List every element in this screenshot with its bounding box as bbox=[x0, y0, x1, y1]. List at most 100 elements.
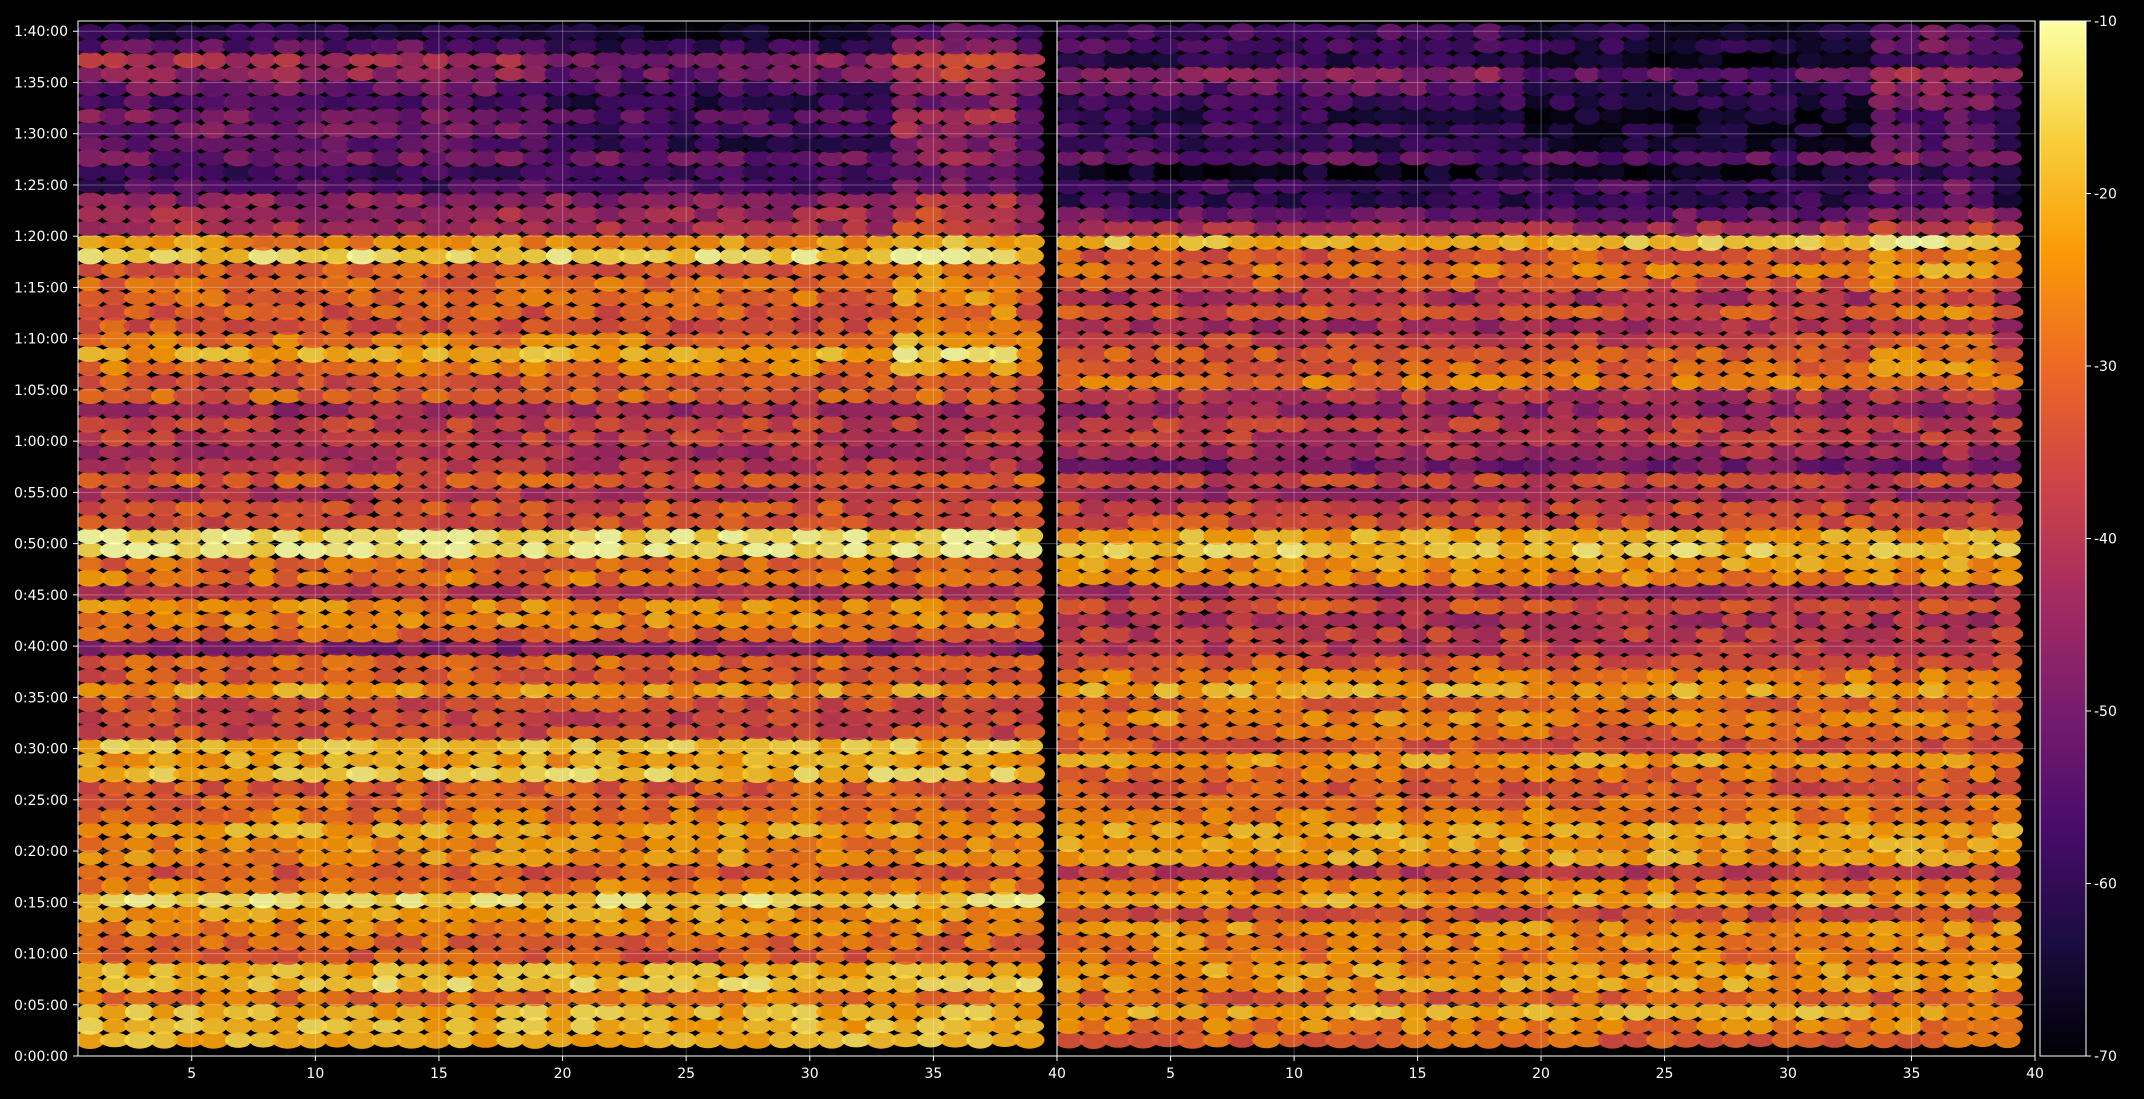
heatmap-cell bbox=[668, 851, 698, 865]
heatmap-cell bbox=[174, 837, 203, 851]
heatmap-cell bbox=[1377, 361, 1403, 376]
heatmap-cell bbox=[916, 739, 945, 753]
heatmap-cell bbox=[1992, 654, 2022, 671]
heatmap-cell bbox=[918, 150, 944, 166]
heatmap-cell bbox=[694, 963, 722, 978]
heatmap-cell bbox=[1278, 444, 1304, 460]
heatmap-cell bbox=[1846, 654, 1872, 671]
heatmap-cell bbox=[1426, 599, 1452, 614]
heatmap-cell bbox=[1722, 752, 1751, 768]
heatmap-cell bbox=[445, 653, 476, 671]
heatmap-cell bbox=[1745, 837, 1777, 851]
heatmap-cell bbox=[1550, 501, 1576, 515]
heatmap-cell bbox=[248, 1004, 279, 1021]
heatmap-cell bbox=[496, 639, 525, 657]
heatmap-cell bbox=[149, 23, 179, 40]
heatmap-cell bbox=[1945, 947, 1972, 965]
heatmap-cell bbox=[348, 1019, 377, 1034]
heatmap-cell bbox=[668, 949, 698, 963]
heatmap-cell bbox=[1920, 977, 1947, 992]
heatmap-cell bbox=[545, 360, 574, 376]
heatmap-cell bbox=[447, 626, 474, 642]
heatmap-cell bbox=[595, 165, 624, 179]
heatmap-cell bbox=[670, 276, 696, 292]
heatmap-cell bbox=[1969, 599, 1997, 613]
heatmap-cell bbox=[1969, 724, 1997, 741]
heatmap-cell bbox=[545, 696, 574, 713]
heatmap-cell bbox=[1375, 737, 1405, 754]
heatmap-cell bbox=[645, 333, 672, 347]
heatmap-cell bbox=[1722, 669, 1751, 684]
heatmap-cell bbox=[1014, 809, 1045, 823]
heatmap-cell bbox=[151, 696, 177, 712]
heatmap-cell bbox=[1500, 431, 1527, 445]
heatmap-cell bbox=[842, 598, 870, 613]
heatmap-cell bbox=[1179, 514, 1205, 530]
heatmap-cell bbox=[915, 500, 947, 516]
heatmap-cell bbox=[422, 164, 450, 181]
heatmap-cell bbox=[519, 121, 551, 138]
heatmap-cell bbox=[742, 445, 774, 459]
heatmap-cell bbox=[445, 122, 476, 138]
heatmap-cell bbox=[1772, 990, 1798, 1007]
heatmap-cell bbox=[249, 1019, 277, 1034]
heatmap-cell bbox=[645, 919, 673, 937]
heatmap-cell bbox=[497, 1032, 525, 1048]
heatmap-cell bbox=[224, 571, 253, 585]
heatmap-cell bbox=[593, 51, 625, 68]
heatmap-cell bbox=[372, 695, 401, 712]
heatmap-cell bbox=[1796, 319, 1824, 333]
heatmap-cell bbox=[274, 907, 301, 921]
heatmap-cell bbox=[1129, 921, 1157, 935]
heatmap-cell bbox=[841, 724, 872, 740]
heatmap-cell bbox=[744, 192, 770, 209]
heatmap-cell bbox=[1970, 794, 1996, 811]
heatmap-cell bbox=[349, 878, 376, 894]
heatmap-cell bbox=[1574, 696, 1600, 713]
heatmap-cell bbox=[545, 808, 575, 825]
heatmap-cell bbox=[646, 499, 672, 516]
heatmap-cell bbox=[1425, 934, 1454, 949]
heatmap-cell bbox=[695, 122, 722, 139]
heatmap-cell bbox=[1153, 333, 1183, 347]
heatmap-cell bbox=[1992, 626, 2024, 642]
heatmap-cell bbox=[1524, 626, 1553, 642]
heatmap-cell bbox=[1919, 472, 1947, 487]
heatmap-cell bbox=[397, 345, 427, 363]
heatmap-cell bbox=[1302, 640, 1331, 655]
heatmap-cell bbox=[916, 221, 945, 236]
heatmap-cell bbox=[1574, 640, 1601, 655]
heatmap-cell bbox=[1252, 641, 1282, 656]
heatmap-cell bbox=[794, 318, 821, 333]
heatmap-cell bbox=[644, 305, 673, 320]
heatmap-cell bbox=[397, 262, 426, 278]
heatmap-cell bbox=[1016, 37, 1042, 55]
heatmap-cell bbox=[322, 403, 352, 418]
heatmap-cell bbox=[346, 1005, 377, 1020]
heatmap-cell bbox=[126, 374, 153, 390]
heatmap-cell bbox=[967, 639, 994, 657]
heatmap-cell bbox=[1203, 501, 1231, 515]
heatmap-cell bbox=[570, 962, 598, 978]
heatmap-cell bbox=[1697, 753, 1725, 768]
heatmap-cell bbox=[373, 263, 401, 278]
heatmap-cell bbox=[1014, 753, 1045, 768]
heatmap-cell bbox=[1204, 934, 1231, 951]
heatmap-cell bbox=[347, 599, 378, 613]
heatmap-cell bbox=[174, 431, 203, 446]
heatmap-cell bbox=[1179, 599, 1206, 613]
heatmap-cell bbox=[1352, 948, 1379, 964]
heatmap-cell bbox=[447, 108, 474, 124]
heatmap-cell bbox=[1451, 780, 1478, 795]
heatmap-cell bbox=[1870, 529, 1898, 543]
heatmap-cell bbox=[670, 724, 697, 741]
heatmap-cell bbox=[917, 375, 945, 390]
heatmap-cell bbox=[1499, 360, 1527, 376]
heatmap-cell bbox=[521, 990, 549, 1007]
heatmap-cell bbox=[299, 67, 326, 81]
heatmap-cell bbox=[646, 599, 672, 613]
heatmap-cell bbox=[742, 683, 773, 697]
heatmap-cell bbox=[717, 935, 748, 949]
heatmap-cell bbox=[521, 24, 550, 41]
heatmap-cell bbox=[1426, 724, 1454, 741]
